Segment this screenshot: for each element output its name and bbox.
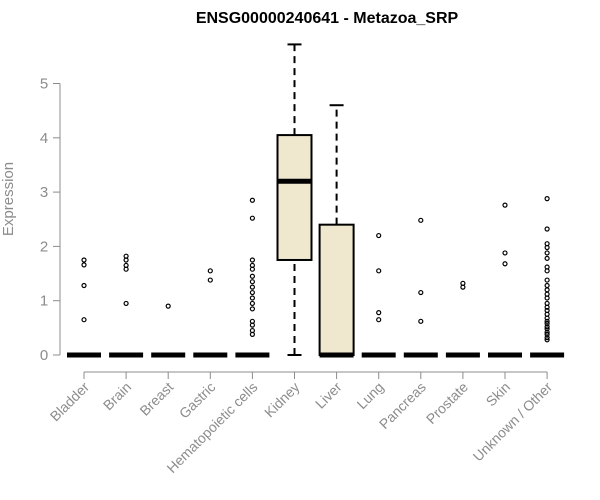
box-prostate bbox=[445, 280, 480, 358]
outlier-point bbox=[544, 277, 550, 283]
outlier-point bbox=[376, 317, 382, 323]
outlier-point bbox=[249, 327, 255, 334]
x-tick-label: Lung bbox=[353, 379, 386, 412]
plot-area bbox=[67, 43, 565, 358]
outlier-point bbox=[376, 310, 382, 316]
outlier-point bbox=[249, 257, 255, 263]
box-skin bbox=[488, 202, 522, 358]
y-axis-label: Expression bbox=[0, 162, 17, 236]
outlier-point bbox=[376, 268, 382, 274]
outlier-point bbox=[249, 295, 255, 301]
outlier-point bbox=[81, 262, 87, 268]
y-tick-label: 1 bbox=[40, 293, 48, 310]
outlier-point bbox=[544, 250, 550, 256]
outlier-point bbox=[460, 280, 466, 286]
box-liver bbox=[318, 104, 355, 358]
outlier-point bbox=[502, 250, 508, 256]
outlier-point bbox=[544, 324, 550, 330]
outlier-point bbox=[418, 318, 424, 324]
y-tick-label: 2 bbox=[40, 238, 48, 255]
x-tick-label: Skin bbox=[483, 379, 514, 410]
iqr-box bbox=[276, 134, 313, 261]
outlier-point bbox=[502, 261, 508, 267]
y-tick-label: 4 bbox=[40, 130, 48, 147]
y-tick-label: 3 bbox=[40, 184, 48, 201]
outlier-point bbox=[123, 262, 129, 269]
outlier-point bbox=[249, 300, 255, 307]
x-tick-label: Kidney bbox=[261, 379, 303, 421]
outlier-point bbox=[165, 303, 171, 309]
outlier-point bbox=[249, 289, 255, 296]
outlier-point bbox=[544, 241, 550, 247]
outlier-point bbox=[418, 217, 424, 223]
outlier-point bbox=[81, 257, 87, 263]
x-tick-label: Breast bbox=[136, 379, 176, 419]
outlier-point bbox=[249, 284, 255, 290]
y-axis: 0 1 2 3 4 5 bbox=[40, 76, 61, 364]
outlier-point bbox=[544, 264, 550, 270]
outlier-point bbox=[544, 329, 550, 335]
outlier-point bbox=[249, 197, 255, 203]
x-tick-label: Brain bbox=[100, 379, 134, 413]
outlier-point bbox=[207, 268, 213, 274]
outlier-point bbox=[544, 337, 550, 343]
outlier-point bbox=[544, 326, 550, 332]
outlier-point bbox=[502, 202, 508, 208]
chart-title: ENSG00000240641 - Metazoa_SRP bbox=[196, 10, 459, 27]
outlier-point bbox=[123, 253, 129, 259]
outlier-point bbox=[249, 262, 255, 269]
x-tick-label: Unknown / Other bbox=[470, 379, 556, 465]
box-kidney bbox=[276, 43, 313, 356]
outlier-point bbox=[123, 300, 129, 307]
outlier-point bbox=[544, 196, 550, 202]
box-bladder bbox=[67, 257, 101, 358]
outlier-point bbox=[249, 215, 255, 221]
outlier-point bbox=[81, 282, 87, 289]
outlier-point bbox=[249, 273, 255, 279]
outlier-point bbox=[544, 307, 550, 314]
outlier-point bbox=[544, 335, 550, 341]
x-tick-label: Bladder bbox=[47, 379, 93, 425]
outlier-point bbox=[544, 300, 550, 307]
outlier-point bbox=[544, 318, 550, 324]
y-tick-label: 0 bbox=[40, 347, 48, 364]
outlier-point bbox=[544, 226, 550, 232]
box-unknown-other bbox=[530, 196, 565, 358]
box-breast bbox=[151, 303, 186, 358]
x-tick-label: Pancreas bbox=[376, 379, 429, 432]
outlier-point bbox=[418, 289, 424, 296]
box-pancreas bbox=[403, 217, 438, 358]
outlier-point bbox=[376, 232, 382, 239]
iqr-box bbox=[318, 223, 355, 356]
outlier-point bbox=[207, 277, 213, 283]
outlier-point bbox=[81, 317, 87, 323]
outlier-point bbox=[544, 255, 550, 261]
outlier-point bbox=[544, 320, 550, 327]
box-gastric bbox=[193, 268, 228, 358]
x-tick-label: Prostate bbox=[423, 379, 471, 427]
box-hematopoietic-cells bbox=[235, 197, 270, 358]
y-tick-label: 5 bbox=[40, 76, 48, 93]
outlier-point bbox=[544, 282, 550, 289]
box-brain bbox=[109, 253, 144, 358]
x-tick-label: Liver bbox=[312, 379, 345, 412]
outlier-point bbox=[249, 279, 255, 285]
outlier-point bbox=[249, 318, 255, 324]
box-lung bbox=[361, 232, 396, 358]
outlier-point bbox=[544, 331, 550, 337]
outlier-point bbox=[249, 306, 255, 312]
outlier-point bbox=[544, 287, 550, 293]
